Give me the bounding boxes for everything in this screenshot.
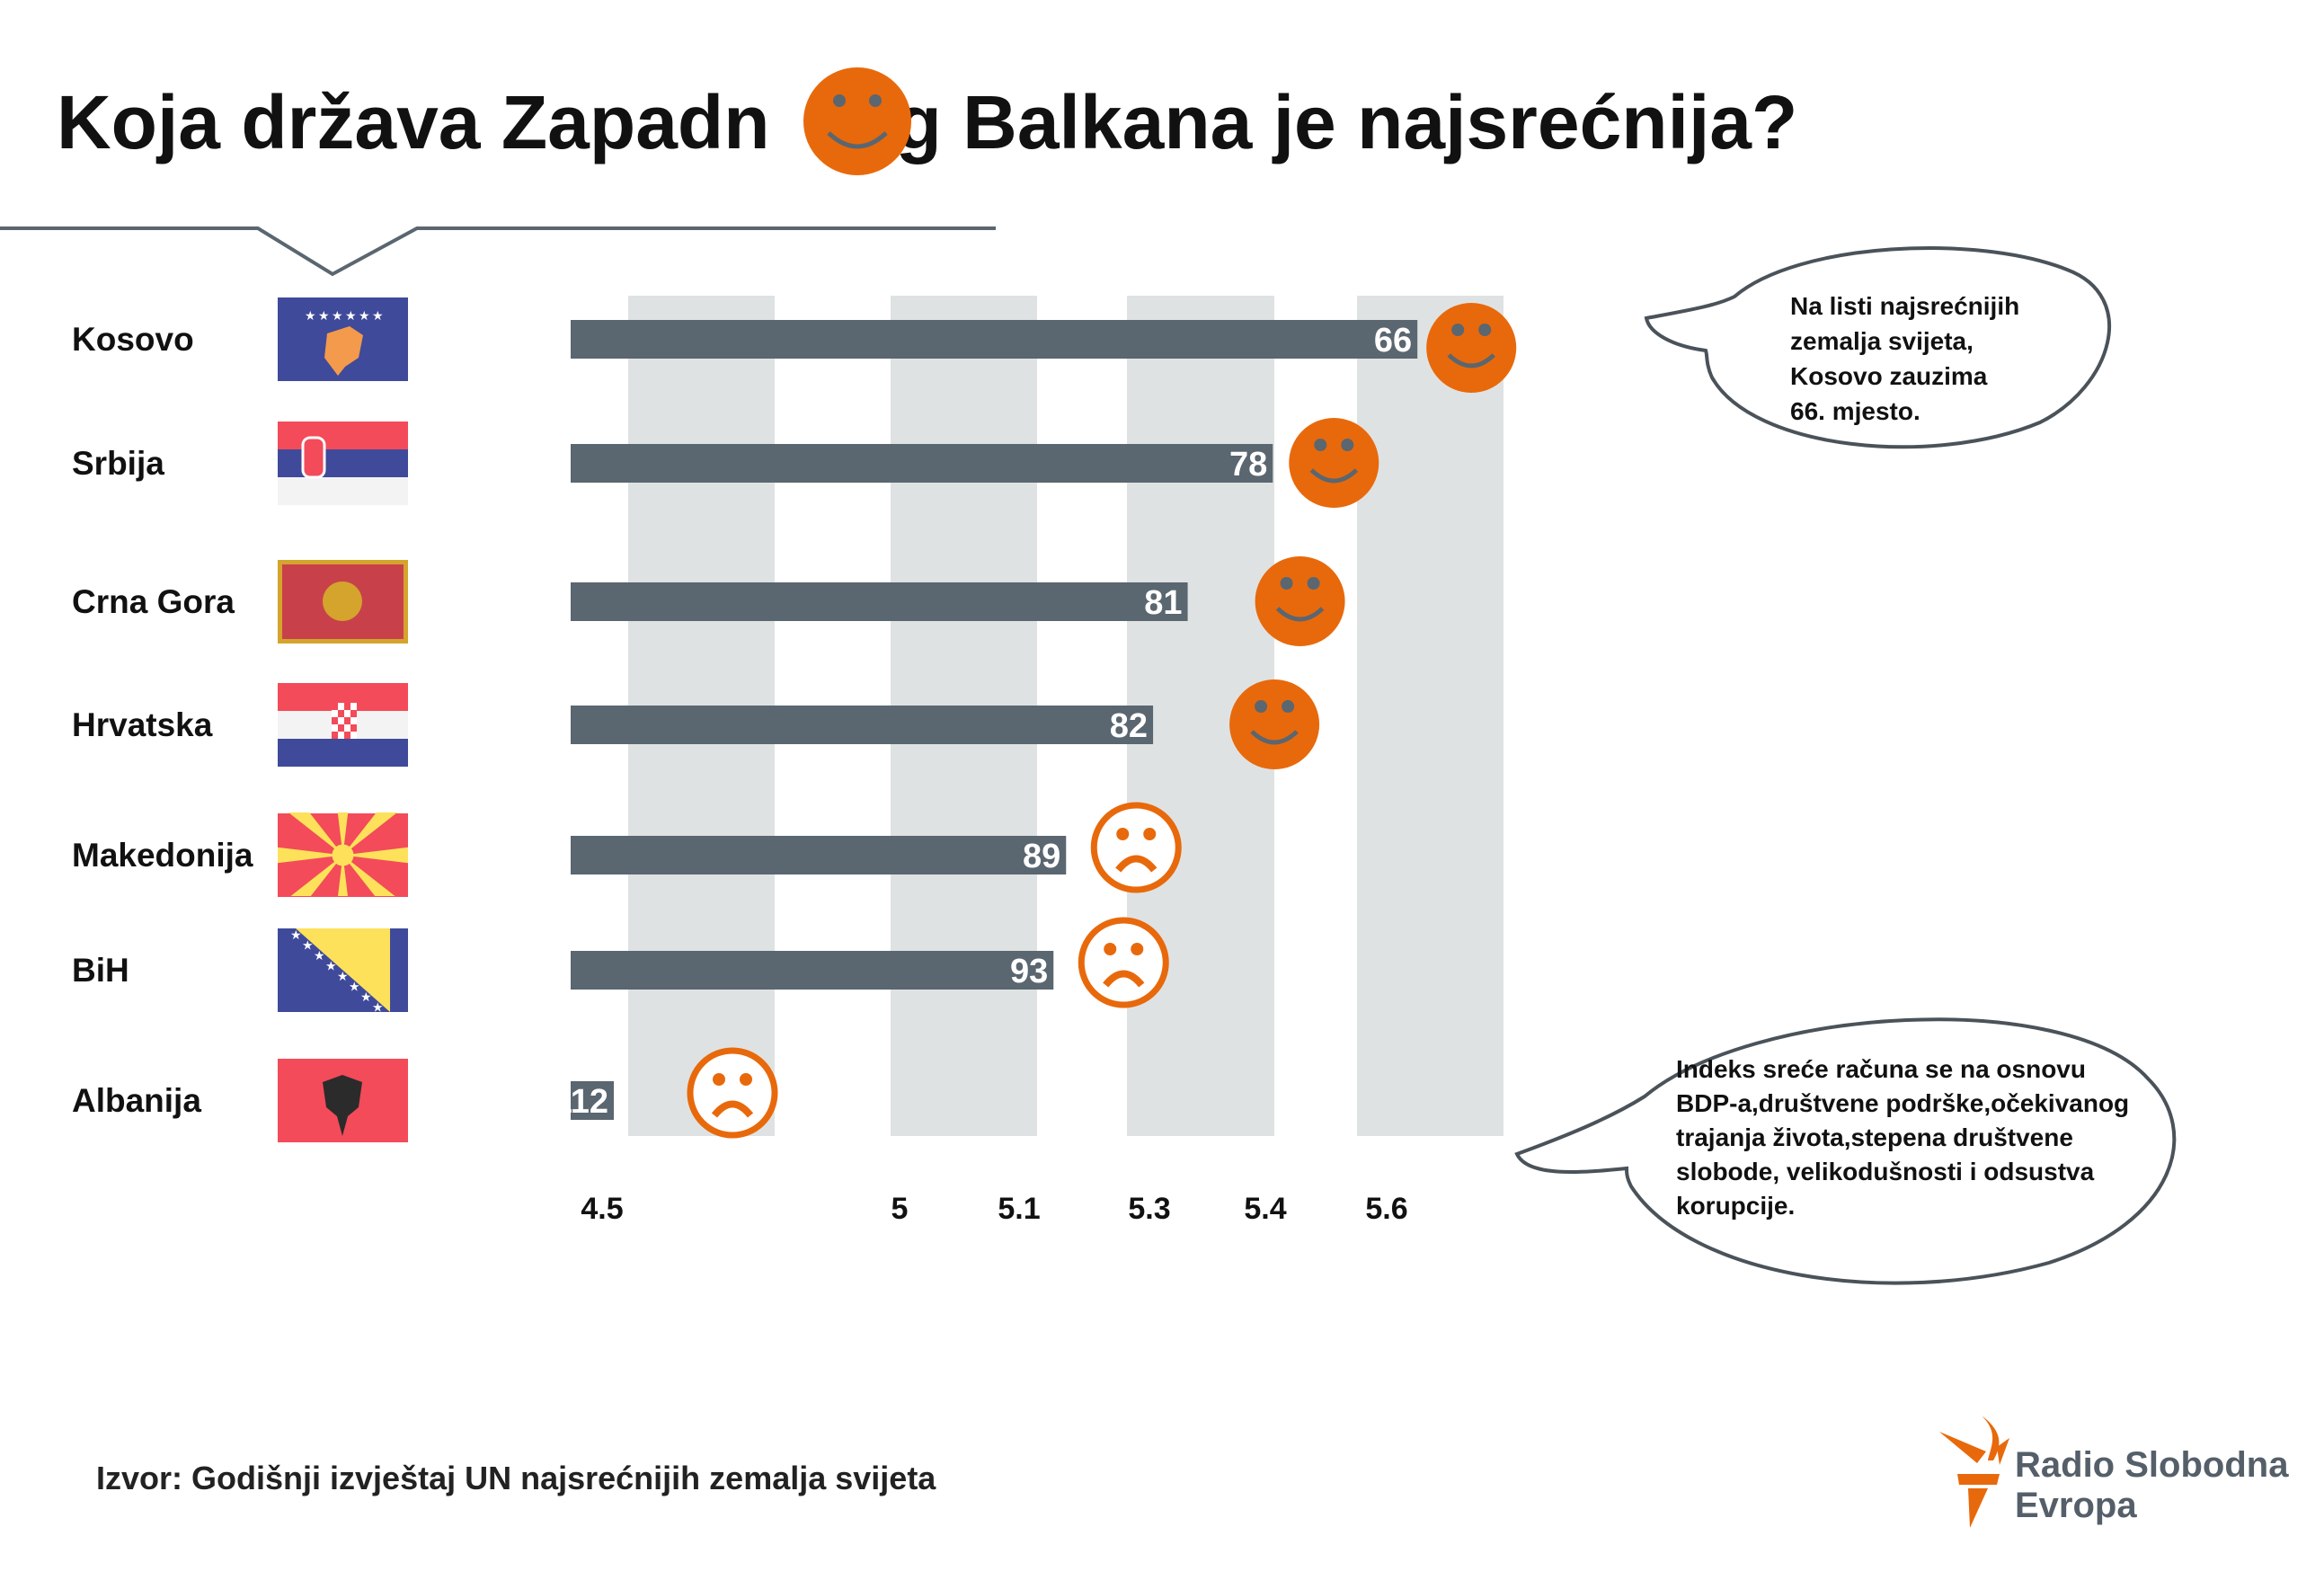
title-underline <box>0 226 996 277</box>
bar <box>571 582 1188 621</box>
country-label: Crna Gora <box>72 583 235 620</box>
albania-flag-icon <box>278 1059 408 1142</box>
x-tick-label: 4.5 <box>581 1192 623 1226</box>
svg-text:★: ★ <box>349 980 360 994</box>
row-bih: BiH★★★★★★★★93 <box>72 917 1169 1015</box>
rank-label: 66 <box>1374 322 1412 360</box>
note-bubble-rank: Na listi najsrećnijih zemalja svijeta, Kos… <box>1644 246 2112 449</box>
rank-label: 93 <box>1010 953 1048 990</box>
svg-text:★: ★ <box>359 308 370 323</box>
rank-label: 89 <box>1023 838 1060 875</box>
sad-face-icon <box>687 1047 778 1139</box>
svg-text:★: ★ <box>302 938 314 953</box>
x-tick-label: 5 <box>891 1192 909 1226</box>
svg-text:★: ★ <box>372 308 384 323</box>
country-label: Makedonija <box>72 837 253 874</box>
bar <box>571 951 1054 990</box>
x-tick-label: 5.1 <box>998 1192 1040 1226</box>
svg-text:★: ★ <box>305 308 316 323</box>
row-srbija: Srbija 78 <box>72 418 1379 508</box>
x-tick-label: 5.4 <box>1244 1192 1286 1226</box>
svg-text:★: ★ <box>290 928 302 942</box>
svg-text:★: ★ <box>372 1000 384 1015</box>
country-label: Srbija <box>72 445 164 482</box>
happy-face-icon <box>1426 303 1517 393</box>
bar <box>571 444 1273 483</box>
rank-label: 112 <box>554 1083 608 1121</box>
kosovo-flag-icon: ★ ★ ★ ★ ★ ★ <box>278 297 408 381</box>
svg-text:★: ★ <box>332 308 343 323</box>
row-kosovo: Kosovo★ ★ ★ ★ ★ ★66 <box>72 297 1517 393</box>
x-axis: 4.5 5 5.1 5.3 5.4 5.6 <box>581 1192 1407 1226</box>
page-title: Koja država Zapadn g Balkana je najsrećni… <box>57 80 1797 164</box>
row-albanija: Albanija 112 <box>72 1047 778 1142</box>
rank-label: 82 <box>1110 707 1148 745</box>
svg-text:★: ★ <box>318 308 330 323</box>
bar <box>571 836 1067 874</box>
grid-band <box>1357 296 1504 1136</box>
bar <box>571 320 1418 359</box>
svg-text:★: ★ <box>360 990 372 1004</box>
svg-text:Indeks sreće računa se na osno: Indeks sreće računa se na osnovu BDP-a,dr… <box>1676 1055 2129 1220</box>
svg-text:★: ★ <box>325 959 337 973</box>
svg-text:Radio Slobodna: Radio Slobodna <box>2015 1445 2289 1485</box>
title-smiley-icon <box>803 67 911 175</box>
rfe-logo: Radio Slobodna Evropa <box>1939 1416 2289 1528</box>
sad-face-icon <box>1078 917 1169 1008</box>
sad-face-icon <box>1090 802 1182 893</box>
macedonia-flag-icon <box>278 812 408 897</box>
svg-text:Evropa: Evropa <box>2015 1486 2137 1525</box>
montenegro-flag-icon <box>278 560 408 644</box>
row-crna-gora: Crna Gora 81 <box>72 556 1345 646</box>
x-tick-label: 5.6 <box>1365 1192 1407 1226</box>
happy-face-icon <box>1255 556 1345 646</box>
serbia-flag-icon <box>278 422 408 505</box>
svg-text:★: ★ <box>314 948 325 963</box>
note-bubble-index: Indeks sreće računa se na osnovu BDP-a,dr… <box>1514 1017 2177 1285</box>
source-note: Izvor: Godišnji izvještaj UN najsrećniji… <box>96 1460 936 1496</box>
croatia-flag-icon <box>278 683 408 767</box>
bih-flag-icon: ★★★★★★★★ <box>278 928 408 1015</box>
country-label: Albanija <box>72 1082 201 1119</box>
x-tick-label: 5.3 <box>1128 1192 1170 1226</box>
country-label: BiH <box>72 952 129 989</box>
row-hrvatska: Hrvatska 82 <box>72 679 1320 769</box>
svg-text:★: ★ <box>337 969 349 983</box>
torch-icon <box>1939 1416 2009 1528</box>
rank-label: 78 <box>1229 446 1267 484</box>
row-makedonija: Makedonija 89 <box>72 802 1182 897</box>
rank-label: 81 <box>1144 584 1182 622</box>
svg-text:★: ★ <box>345 308 357 323</box>
country-label: Hrvatska <box>72 706 213 743</box>
bar <box>571 706 1154 744</box>
happy-face-icon <box>1229 679 1320 769</box>
bar <box>571 1081 614 1120</box>
country-label: Kosovo <box>72 321 194 358</box>
happy-face-icon <box>1289 418 1379 508</box>
